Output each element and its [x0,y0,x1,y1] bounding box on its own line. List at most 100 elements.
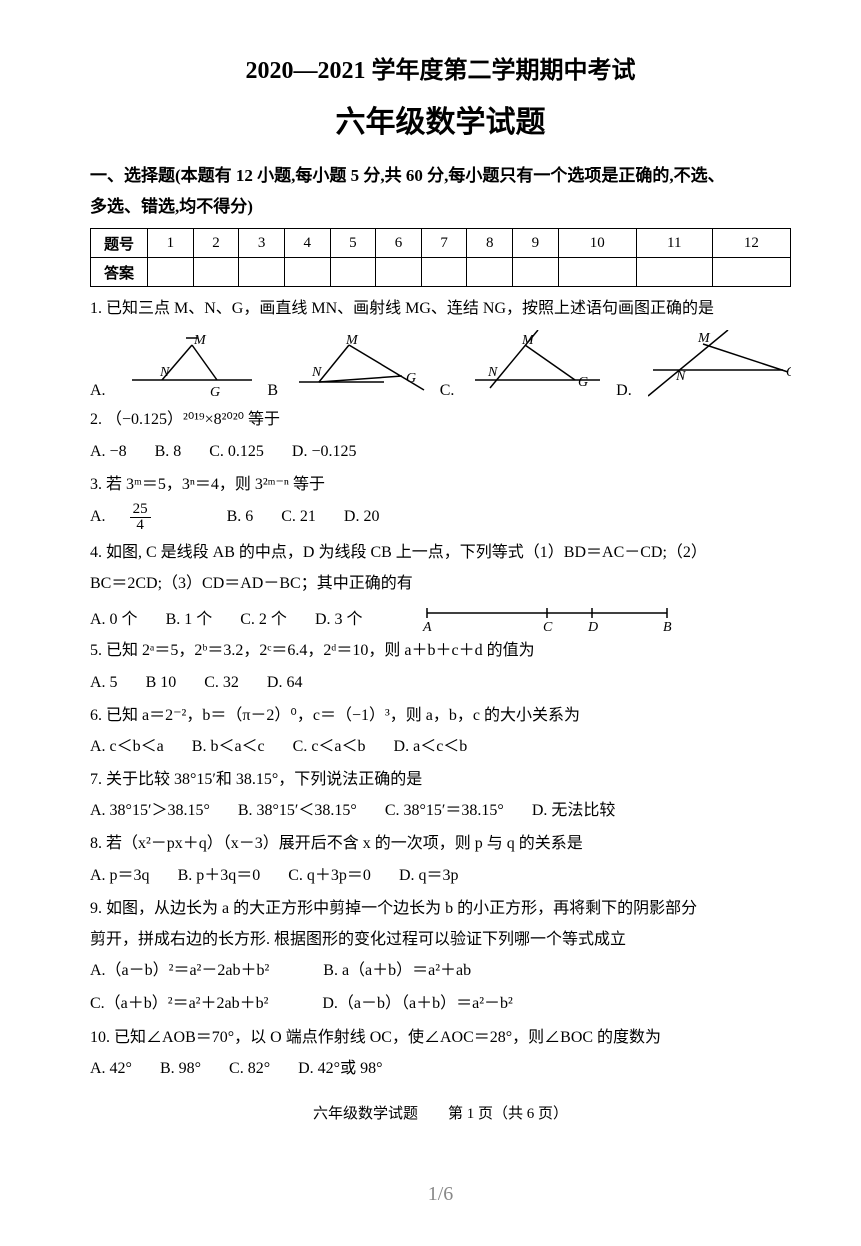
q4-opt-d: D. 3 个 [315,606,363,633]
row-label: 题号 [91,229,148,258]
q7-text: 7. 关于比较 38°15′和 38.15°，下列说法正确的是 [90,766,791,793]
label-b: B [663,620,672,635]
col-num: 11 [636,229,712,258]
q2-text: 2. （−0.125）²⁰¹⁹×8²⁰²⁰ 等于 [90,406,791,433]
q2-opt-a: A. −8 [90,438,127,465]
q4-opt-a: A. 0 个 [90,606,138,633]
q9-opt-c: C.（a＋b）²＝a²＋2ab＋b² [90,990,268,1017]
col-num: 2 [193,229,239,258]
q8-opt-b: B. p＋3q＝0 [178,862,261,889]
answer-cell [284,258,330,287]
q1-diagram-a: M N G [122,330,256,400]
section-heading-part1: 一、选择题(本题有 12 小题,每小题 5 分,共 60 分,每小题只有一个选项… [90,166,725,185]
q9-text1: 9. 如图，从边长为 a 的大正方形中剪掉一个边长为 b 的小正方形，再将剩下的… [90,895,791,922]
svg-text:G: G [786,365,791,380]
label-d: D [587,620,598,635]
svg-text:N: N [311,365,322,380]
q6-options: A. c＜b＜a B. b＜a＜c C. c＜a＜b D. a＜c＜b [90,733,791,760]
title-line-2: 六年级数学试题 [90,97,791,141]
svg-text:G: G [210,385,220,400]
answer-cell [421,258,467,287]
q3-opt-b: B. 6 [227,503,254,530]
q10-options: A. 42° B. 98° C. 82° D. 42°或 98° [90,1055,791,1082]
q1-diagram-b: M N G [294,330,428,400]
q6-opt-c: C. c＜a＜b [293,733,366,760]
svg-text:M: M [345,333,359,348]
q10-opt-b: B. 98° [160,1055,201,1082]
q8-opt-d: D. q＝3p [399,862,459,889]
answer-cell [558,258,636,287]
q5-text: 5. 已知 2ᵃ＝5，2ᵇ＝3.2，2ᶜ＝6.4，2ᵈ＝10，则 a＋b＋c＋d… [90,637,791,664]
q5-opt-b: B 10 [146,669,177,696]
row-label: 答案 [91,258,148,287]
q4-opt-c: C. 2 个 [240,606,287,633]
q3-opt-c: C. 21 [281,503,316,530]
q7-opt-c: C. 38°15′＝38.15° [385,797,504,824]
col-num: 3 [239,229,285,258]
q1-diagram-d: M N G [648,330,791,400]
svg-text:M: M [193,333,207,348]
q6-opt-d: D. a＜c＜b [394,733,468,760]
col-num: 8 [467,229,513,258]
svg-text:N: N [487,365,498,380]
q10-opt-c: C. 82° [229,1055,270,1082]
q7-opt-a: A. 38°15′＞38.15° [90,797,210,824]
fraction-icon: 254 [130,502,175,533]
q2-opt-c: C. 0.125 [209,438,264,465]
q3-opt-d: D. 20 [344,503,380,530]
q9-text2: 剪开，拼成右边的长方形. 根据图形的变化过程可以验证下列哪一个等式成立 [90,926,791,953]
q1-diagram-c: M N G [470,330,604,400]
title-line-1: 2020—2021 学年度第二学期期中考试 [90,50,791,85]
q5-opt-a: A. 5 [90,669,118,696]
answer-cell [712,258,790,287]
col-num: 5 [330,229,376,258]
q7-opt-d: D. 无法比较 [532,797,616,824]
col-num: 12 [712,229,790,258]
answer-table: 题号 1 2 3 4 5 6 7 8 9 10 11 12 答案 [90,228,791,287]
q1-text: 1. 已知三点 M、N、G，画直线 MN、画射线 MG、连结 NG，按照上述语句… [90,295,791,322]
q9-opt-b: B. a（a＋b）＝a²＋ab [323,957,471,984]
svg-text:G: G [578,375,588,390]
q1-opt-a-label: A. [90,382,106,400]
label-a: A [422,620,432,635]
col-num: 10 [558,229,636,258]
q7-options: A. 38°15′＞38.15° B. 38°15′＜38.15° C. 38°… [90,797,791,824]
q6-text: 6. 已知 a＝2⁻²，b＝（π－2）⁰，c＝（−1）³，则 a，b，c 的大小… [90,702,791,729]
answer-cell [467,258,513,287]
q3-opt-a-pre: A. [90,503,106,530]
table-row: 答案 [91,258,791,287]
q8-opt-a: A. p＝3q [90,862,150,889]
q4-text1: 4. 如图, C 是线段 AB 的中点，D 为线段 CB 上一点，下列等式（1）… [90,539,791,566]
answer-cell [513,258,559,287]
q10-text: 10. 已知∠AOB＝70°，以 O 端点作射线 OC，使∠AOC＝28°，则∠… [90,1024,791,1051]
page-counter: 1/6 [90,1183,791,1206]
col-num: 4 [284,229,330,258]
col-num: 1 [148,229,194,258]
q10-opt-d: D. 42°或 98° [298,1055,382,1082]
q6-opt-b: B. b＜a＜c [192,733,265,760]
page-footer: 六年级数学试题 第 1 页（共 6 页） [90,1102,791,1123]
q9-opt-d: D.（a－b）（a＋b）＝a²－b² [322,990,512,1017]
q4-options: A. 0 个 B. 1 个 C. 2 个 D. 3 个 [90,606,387,633]
exam-page: 2020—2021 学年度第二学期期中考试 六年级数学试题 一、选择题(本题有 … [0,0,861,1246]
q10-opt-a: A. 42° [90,1055,132,1082]
q9-options-row1: A.（a－b）²＝a²－2ab＋b² B. a（a＋b）＝a²＋ab [90,957,791,984]
answer-cell [376,258,422,287]
q8-text: 8. 若（x²－px＋q）（x－3）展开后不含 x 的一次项，则 p 与 q 的… [90,830,791,857]
q1-opt-b-label: B [267,382,278,400]
q5-opt-c: C. 32 [204,669,239,696]
q1-diagrams: A. M N G B M N G C. M N G D [90,330,791,400]
q4-segment-diagram: A C D B [417,601,677,637]
q9-options-row2: C.（a＋b）²＝a²＋2ab＋b² D.（a－b）（a＋b）＝a²－b² [90,990,791,1017]
q2-opt-b: B. 8 [155,438,182,465]
answer-cell [239,258,285,287]
frac-den: 4 [130,518,151,533]
q1-opt-d-label: D. [616,382,632,400]
q8-opt-c: C. q＋3p＝0 [288,862,371,889]
q4-text2: BC＝2CD;（3）CD＝AD－BC；其中正确的有 [90,570,791,597]
frac-num: 25 [130,502,151,518]
svg-text:N: N [675,369,686,384]
col-num: 6 [376,229,422,258]
q2-opt-d: D. −0.125 [292,438,357,465]
q1-opt-c-label: C. [440,382,455,400]
